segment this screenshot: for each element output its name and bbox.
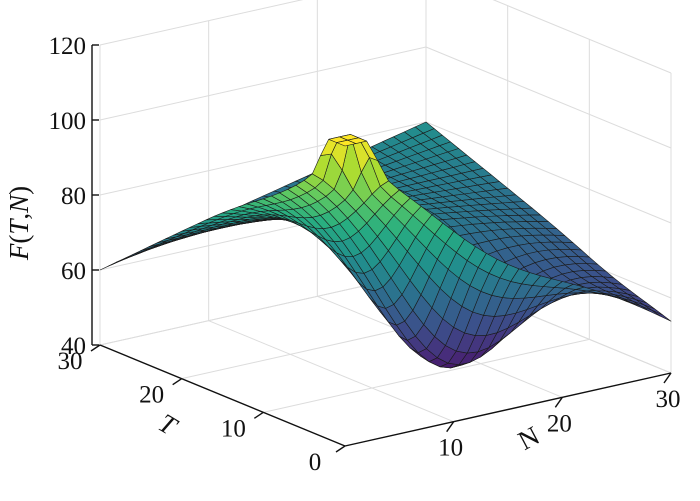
y-tick-mark bbox=[90, 344, 101, 352]
x-tick-mark bbox=[663, 372, 672, 384]
y-tick-mark bbox=[172, 378, 183, 386]
surface-cell bbox=[336, 139, 357, 147]
y-tick-label: 10 bbox=[221, 415, 246, 442]
y-tick-mark bbox=[253, 411, 264, 419]
x-tick-label: 10 bbox=[438, 435, 463, 462]
y-axis-line bbox=[99, 344, 346, 447]
z-label-n: N bbox=[4, 193, 34, 214]
x-tick-mark bbox=[554, 396, 563, 408]
gridline-side-z bbox=[425, 121, 672, 224]
surface-plot bbox=[99, 121, 672, 369]
z-tick-label: 60 bbox=[61, 258, 86, 285]
x-axis-label: N bbox=[513, 420, 544, 456]
gridline-side-z bbox=[492, 0, 672, 74]
gridline-side-z bbox=[425, 46, 672, 149]
z-tick-label: 120 bbox=[49, 33, 87, 60]
gridline-back-z bbox=[99, 0, 304, 46]
x-tick-mark bbox=[446, 421, 455, 433]
gridline-back-z bbox=[99, 121, 427, 196]
z-tick-label: 100 bbox=[49, 108, 87, 135]
y-tick-label: 0 bbox=[309, 449, 322, 476]
gridline-floor-n bbox=[208, 320, 454, 423]
gridline-floor-t bbox=[263, 338, 590, 413]
y-tick-label: 20 bbox=[139, 382, 164, 409]
y-tick-label: 30 bbox=[58, 348, 83, 375]
y-axis-label: T bbox=[153, 408, 183, 442]
y-tick-mark bbox=[335, 445, 346, 453]
z-axis-label: F(T,N) bbox=[4, 186, 34, 261]
z-tick-label: 40 bbox=[61, 333, 86, 360]
surface-cell bbox=[651, 310, 672, 322]
z-label-t: T bbox=[4, 218, 34, 235]
x-tick-label: 20 bbox=[547, 410, 572, 437]
x-tick-label: 30 bbox=[656, 386, 681, 413]
gridline-back-z bbox=[99, 46, 427, 121]
x-axis-line bbox=[344, 372, 672, 447]
z-tick-label: 80 bbox=[61, 183, 86, 210]
